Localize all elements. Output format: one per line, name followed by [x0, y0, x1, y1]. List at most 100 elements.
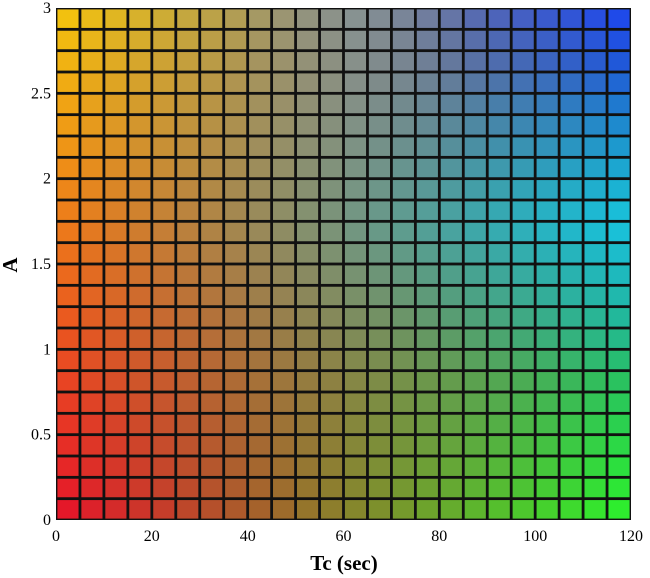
heatmap-cell: [440, 265, 462, 284]
heatmap-cell: [464, 393, 486, 412]
heatmap-cell: [57, 478, 79, 498]
heatmap-cell: [320, 52, 343, 71]
heatmap-cell: [320, 350, 343, 370]
heatmap-cell: [177, 52, 199, 71]
heatmap-cell: [129, 436, 151, 455]
heatmap-cell: [368, 116, 391, 135]
heatmap-cell: [225, 393, 247, 412]
heatmap-cell: [608, 308, 630, 327]
heatmap-cell: [512, 201, 534, 220]
x-axis-ticks: 0 20 40 60 80 100 120: [52, 528, 643, 545]
heatmap-cell: [488, 30, 510, 50]
heatmap-cell: [105, 137, 127, 156]
heatmap-cell: [344, 478, 367, 498]
heatmap-cell: [153, 414, 175, 434]
heatmap-cell: [560, 478, 582, 498]
heatmap-cell: [249, 393, 271, 412]
heatmap-cell: [344, 436, 367, 455]
heatmap-cell: [440, 286, 462, 306]
heatmap-cell: [57, 73, 79, 92]
heatmap-cell: [81, 158, 103, 178]
heatmap-cell: [177, 30, 199, 50]
heatmap-cell: [464, 265, 486, 284]
heatmap-cell: [296, 414, 319, 434]
heatmap-cell: [177, 116, 199, 135]
heatmap-cell: [320, 436, 343, 455]
heatmap-cell: [129, 500, 151, 519]
heatmap-cell: [320, 158, 343, 178]
heatmap-cell: [153, 158, 175, 178]
heatmap-cell: [368, 201, 391, 220]
heatmap-cell: [249, 137, 271, 156]
heatmap-cell: [296, 244, 319, 263]
heatmap-cell: [440, 244, 462, 263]
heatmap-background: [56, 8, 631, 520]
heatmap-cell: [512, 478, 534, 498]
heatmap-cell: [249, 457, 271, 476]
heatmap-cell: [392, 94, 414, 114]
heatmap-cell: [201, 500, 223, 519]
heatmap-cell: [81, 52, 103, 71]
heatmap-cell: [320, 137, 343, 156]
heatmap-cell: [608, 329, 630, 348]
heatmap-cell: [464, 73, 486, 92]
heatmap-cell: [584, 94, 606, 114]
heatmap-cell: [177, 180, 199, 199]
x-tick-label: 0: [52, 528, 60, 545]
heatmap-cell: [201, 9, 223, 28]
y-tick-label: 2.5: [31, 85, 51, 102]
heatmap-cell: [488, 265, 510, 284]
heatmap-cell: [273, 478, 295, 498]
heatmap-cell: [392, 372, 414, 391]
heatmap-cell: [177, 308, 199, 327]
heatmap-cell: [57, 308, 79, 327]
heatmap-cell: [249, 350, 271, 370]
heatmap-cell: [368, 265, 391, 284]
heatmap-cell: [368, 158, 391, 178]
heatmap-cell: [584, 478, 606, 498]
heatmap-cell: [608, 393, 630, 412]
heatmap-cell: [464, 30, 486, 50]
heatmap-cell: [392, 414, 414, 434]
heatmap-cell: [464, 222, 486, 242]
heatmap-cell: [464, 116, 486, 135]
heatmap-cell: [584, 158, 606, 178]
heatmap-cell: [344, 244, 367, 263]
y-tick-label: 0.5: [31, 427, 51, 444]
heatmap-cell: [129, 94, 151, 114]
heatmap-cell: [512, 350, 534, 370]
heatmap-cell: [129, 116, 151, 135]
heatmap-cell: [416, 478, 438, 498]
heatmap-cell: [536, 308, 558, 327]
heatmap-cell: [392, 222, 414, 242]
heatmap-cell: [464, 180, 486, 199]
heatmap-cell: [488, 201, 510, 220]
heatmap-cell: [225, 73, 247, 92]
heatmap-cell: [488, 329, 510, 348]
heatmap-cell: [488, 244, 510, 263]
heatmap-cell: [249, 158, 271, 178]
heatmap-cell: [129, 286, 151, 306]
heatmap-cell: [440, 457, 462, 476]
heatmap-cell: [416, 52, 438, 71]
heatmap-cell: [296, 52, 319, 71]
heatmap-cell: [81, 457, 103, 476]
heatmap-cell: [105, 201, 127, 220]
heatmap-cell: [392, 158, 414, 178]
heatmap-cell: [584, 414, 606, 434]
heatmap-cell: [201, 222, 223, 242]
heatmap-cell: [440, 329, 462, 348]
heatmap-cell: [129, 457, 151, 476]
heatmap-cell: [177, 286, 199, 306]
heatmap-cell: [344, 414, 367, 434]
heatmap-cell: [344, 265, 367, 284]
heatmap-cell: [57, 52, 79, 71]
heatmap-cell: [608, 137, 630, 156]
heatmap-cell: [368, 500, 391, 519]
heatmap-cell: [177, 350, 199, 370]
heatmap-cell: [105, 350, 127, 370]
heatmap-cell: [344, 9, 367, 28]
heatmap-cell: [440, 478, 462, 498]
x-tick-label: 120: [619, 528, 643, 545]
